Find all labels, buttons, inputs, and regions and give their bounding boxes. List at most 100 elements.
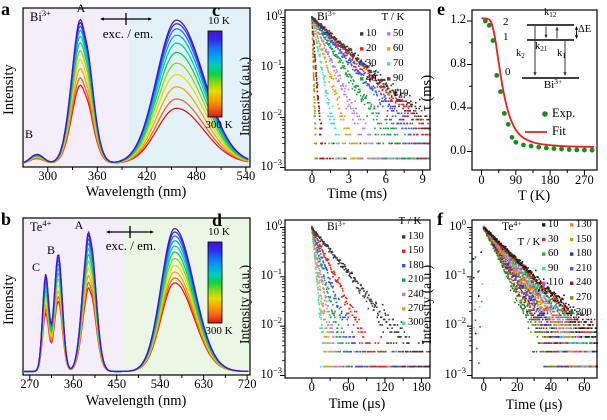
legend-label-d-180: 180 [408, 259, 424, 271]
peak-label-b-B: B [46, 243, 55, 257]
colorbar-top-label-b: 10 K [208, 226, 230, 238]
panel-letter-d: d [212, 210, 223, 230]
xtick-label-e-3: 270 [575, 173, 594, 187]
legend-label-d-130: 130 [408, 231, 424, 242]
ytick-label-f-2: 10−2 [444, 315, 466, 332]
xtick-label-a-3: 480 [186, 169, 206, 183]
inset-k12-label: k12 [544, 7, 557, 20]
legend-label-d-270: 270 [408, 303, 424, 314]
xtick-label-c-2: 6 [382, 172, 389, 186]
panel-letter-f: f [437, 209, 443, 229]
ytick-label-f-0: 100 [449, 216, 466, 233]
exc-em-annotation-b: exc. / em. [105, 238, 157, 253]
exc-em-annotation-a: exc. / em. [102, 26, 154, 41]
peak-label-a-B: B [24, 127, 33, 141]
legend-label-c-50: 50 [393, 28, 404, 39]
legend-fit-label: Fit [552, 124, 566, 138]
inset-k21-label: k21 [535, 41, 548, 54]
panel-letter-a: a [1, 0, 10, 19]
ytick-label-d-2: 10−2 [260, 315, 282, 332]
xtick-label-e-1: 90 [509, 173, 523, 187]
panel-letter-c: c [212, 0, 220, 20]
ytick-label-e-3: 1.2 [450, 12, 466, 26]
legend-label-c-90: 90 [393, 73, 404, 84]
ylabel-a: Intensity [1, 64, 17, 116]
legend-label-f-150: 150 [576, 233, 592, 245]
ytick-label-e-2: 0.8 [450, 55, 466, 70]
legend-label-f-130: 130 [576, 219, 592, 230]
xtick-label-e-0: 0 [478, 173, 485, 187]
xtick-label-d-2: 120 [375, 380, 395, 394]
peak-label-b-C: C [31, 260, 40, 274]
xlabel-a: Wavelength (nm) [85, 184, 187, 200]
peak-label-b-A: A [74, 218, 84, 232]
legend-label-d-210: 210 [408, 274, 424, 286]
ytick-label-c-2: 10−2 [260, 106, 282, 123]
inset-level-2-label: 2 [503, 16, 509, 28]
xtick-label-a-0: 300 [38, 169, 58, 183]
panel-letter-e: e [437, 0, 445, 19]
xtick-label-c-1: 3 [345, 172, 353, 186]
legend-label-f-10: 10 [548, 219, 559, 230]
xtick-label-b-4: 630 [194, 377, 213, 391]
ytick-label-f-3: 10−3 [444, 364, 466, 381]
legend-exp-label: Exp. [552, 106, 576, 120]
xtick-label-f-3: 60 [578, 380, 591, 394]
ytick-label-d-3: 10−3 [260, 364, 282, 381]
ion-label-f: Te4+ [502, 218, 522, 233]
legend-title-c: T / K [381, 11, 405, 23]
legend-label-c-30: 30 [366, 58, 377, 69]
xtick-label-b-5: 720 [237, 377, 257, 391]
xtick-label-d-0: 0 [308, 380, 315, 394]
xtick-label-a-2: 420 [137, 169, 157, 183]
legend-label-c-110: 110 [393, 88, 409, 99]
xtick-label-b-1: 360 [63, 377, 83, 391]
legend-label-f-60: 60 [548, 248, 559, 260]
inset-delta-e-label: ΔE [578, 24, 592, 35]
ytick-label-c-3: 10−3 [260, 156, 282, 173]
ylabel-c: Intensity (a.u.) [237, 56, 252, 136]
legend-label-c-20: 20 [366, 43, 377, 54]
ylabel-d: Intensity (a.u.) [237, 264, 252, 344]
legend-label-f-180: 180 [576, 248, 592, 260]
xtick-label-d-1: 60 [342, 380, 355, 394]
xlabel-c: Time (ms) [326, 186, 388, 202]
panel-letter-b: b [1, 209, 12, 229]
xlabel-d: Time (μs) [328, 396, 386, 412]
xtick-label-e-2: 180 [540, 173, 560, 187]
ion-label-d: Bi3+ [327, 218, 347, 233]
xlabel-b: Wavelength (nm) [85, 393, 187, 409]
colorbar-bottom-label-a: 300 K [205, 119, 233, 131]
inset-k2-label: k2 [516, 48, 525, 61]
legend-label-f-240: 240 [576, 277, 592, 289]
xtick-label-a-4: 540 [236, 169, 256, 183]
legend-label-f-300: 300 [576, 306, 592, 318]
ytick-label-c-0: 100 [265, 6, 282, 23]
ylabel-b: Intensity [1, 274, 17, 326]
colorbar-bottom-label-b: 300 K [205, 325, 233, 337]
legend-label-c-70: 70 [393, 58, 404, 69]
xtick-label-b-2: 450 [107, 377, 127, 391]
colorbar-top-label-a: 10 K [208, 15, 230, 27]
inset-k1-label: k1 [557, 48, 566, 61]
legend-label-f-270: 270 [576, 292, 592, 303]
xtick-label-c-3: 9 [419, 172, 426, 186]
xlabel-f: Time (μs) [505, 397, 563, 413]
ytick-label-d-0: 100 [265, 216, 282, 233]
xlabel-e: T (K) [517, 188, 551, 204]
peak-label-a-A: A [76, 1, 86, 15]
xtick-label-f-0: 0 [480, 380, 487, 394]
xtick-label-a-1: 360 [87, 169, 107, 183]
ytick-label-e-1: 0.4 [450, 99, 466, 113]
legend-title-f: T / K [517, 236, 541, 248]
ion-label-c: Bi3+ [317, 8, 337, 23]
xtick-label-f-1: 20 [511, 380, 524, 394]
inset-ion-label: Bi3+ [543, 76, 563, 91]
legend-label-f-110: 110 [548, 277, 564, 289]
ytick-label-e-0: 0.0 [450, 142, 466, 157]
inset-level-1-label: 1 [503, 31, 509, 43]
inset-level-0-label: 0 [505, 66, 511, 78]
xtick-label-b-3: 540 [150, 377, 170, 391]
ytick-label-f-1: 10−1 [444, 266, 466, 282]
